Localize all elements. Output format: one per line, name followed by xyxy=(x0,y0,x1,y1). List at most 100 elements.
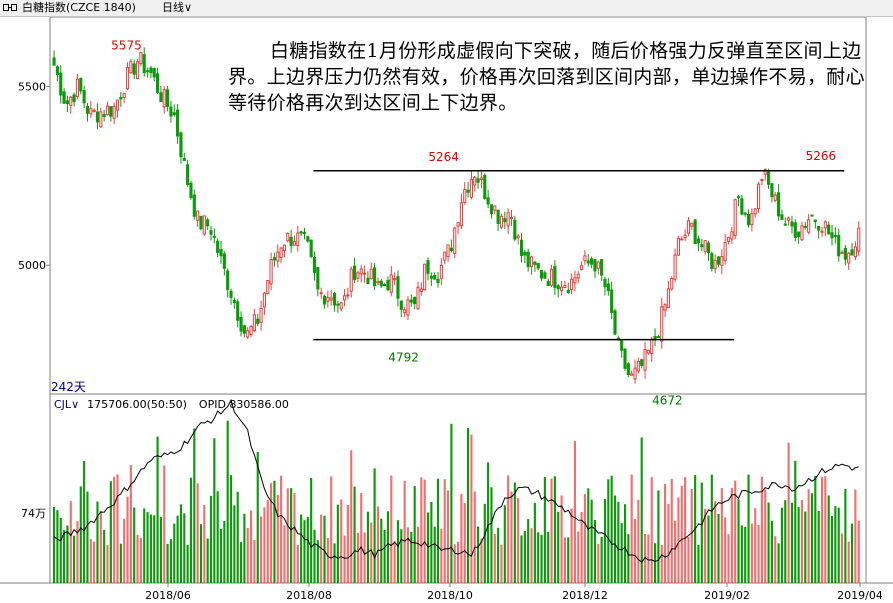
candle-body xyxy=(196,210,200,221)
period-dropdown[interactable]: 日线∨ xyxy=(162,0,192,16)
candle-body xyxy=(135,61,140,80)
candle-body xyxy=(486,197,490,205)
candle-body xyxy=(119,96,123,100)
volume-bar xyxy=(66,525,69,583)
candle-body xyxy=(847,252,851,264)
candle-body xyxy=(82,90,86,104)
volume-bar xyxy=(467,427,470,583)
volume-bar xyxy=(760,476,763,583)
candle-body xyxy=(676,237,681,256)
volume-bar xyxy=(633,519,637,583)
volume-bar xyxy=(229,475,233,583)
volume-bar xyxy=(336,504,339,583)
candle-body xyxy=(349,268,353,292)
volume-bar xyxy=(306,516,309,583)
volume-bar xyxy=(697,544,700,583)
volume-bar xyxy=(133,507,136,583)
volume-bar xyxy=(617,501,620,583)
candle-body xyxy=(282,244,287,252)
volume-bar xyxy=(487,462,490,583)
candle-body xyxy=(523,251,527,256)
volume-bar xyxy=(507,475,510,583)
volume-bar xyxy=(330,476,333,583)
candle-body xyxy=(446,244,450,258)
volume-bar xyxy=(396,520,400,583)
candle-body xyxy=(573,277,577,284)
volume-bar xyxy=(780,507,784,583)
candle-body xyxy=(740,198,744,215)
volume-bar xyxy=(570,508,573,583)
volume-bar xyxy=(770,520,773,583)
volume-bar xyxy=(290,488,293,583)
volume-bar xyxy=(530,528,533,583)
candle-body xyxy=(433,274,437,280)
chevron-down-icon: ∨ xyxy=(71,398,80,411)
candle-body xyxy=(399,300,403,310)
candle-body xyxy=(529,256,534,268)
candle-body xyxy=(209,230,213,235)
candle-body xyxy=(89,108,93,115)
candle-body xyxy=(843,247,847,260)
volume-bar xyxy=(139,537,142,583)
volume-bar xyxy=(854,489,857,583)
candle-body xyxy=(596,261,600,269)
candle-body xyxy=(787,217,791,221)
volume-bar xyxy=(740,525,743,583)
candle-body xyxy=(346,294,350,297)
candle-body xyxy=(179,132,183,158)
candle-body xyxy=(686,220,691,234)
volume-bar xyxy=(550,478,553,583)
candle-body xyxy=(212,235,216,238)
candle-body xyxy=(840,251,844,254)
candle-body xyxy=(857,227,861,252)
volume-bar xyxy=(113,476,116,583)
candle-body xyxy=(630,373,634,376)
candle-body xyxy=(696,238,701,244)
candle-body xyxy=(172,112,176,115)
volume-bar xyxy=(490,487,493,583)
link-chain-icon[interactable] xyxy=(3,4,17,11)
candle-body xyxy=(790,221,794,227)
volume-bar xyxy=(143,508,146,583)
candle-body xyxy=(449,247,453,251)
volume-bar xyxy=(393,540,396,583)
volume-bar xyxy=(627,534,630,583)
volume-bar xyxy=(79,486,82,583)
volume-bar xyxy=(600,536,603,583)
candle-body xyxy=(726,236,731,242)
volume-bar xyxy=(163,465,166,583)
indicator-selector[interactable]: CJL∨ xyxy=(54,398,79,411)
candle-body xyxy=(456,222,460,227)
candle-body xyxy=(496,209,500,224)
volume-bar xyxy=(283,525,286,583)
volume-bar xyxy=(446,490,450,583)
candle-body xyxy=(543,272,547,279)
volume-bar xyxy=(593,520,597,583)
volume-bar xyxy=(56,510,59,583)
candle-body xyxy=(363,272,367,275)
volume-bar xyxy=(410,531,413,583)
candle-body xyxy=(837,234,841,257)
volume-bar xyxy=(176,515,179,583)
volume-bar xyxy=(386,511,390,583)
days-count-label: 242天 xyxy=(51,380,86,394)
candle-body xyxy=(700,244,704,248)
candle-body xyxy=(820,230,824,233)
volume-bar xyxy=(847,541,850,583)
volume-bar xyxy=(540,534,543,583)
candle-body xyxy=(292,241,297,246)
volume-bar xyxy=(73,535,76,583)
volume-bar xyxy=(206,538,209,583)
candle-body xyxy=(713,259,717,270)
volume-bar xyxy=(280,475,283,583)
candle-body xyxy=(79,77,83,92)
volume-bar xyxy=(717,513,720,583)
candle-body xyxy=(192,194,196,217)
candle-body xyxy=(590,258,594,265)
volume-bar xyxy=(757,525,760,583)
volume-bar xyxy=(216,491,219,583)
candle-body xyxy=(389,274,393,293)
volume-bar xyxy=(430,501,433,583)
candle-body xyxy=(419,288,423,292)
price-volume-chart[interactable]: 5500 5000 74万 5575 4792 5264 4672 5266 2018/06 20… xyxy=(0,17,893,603)
